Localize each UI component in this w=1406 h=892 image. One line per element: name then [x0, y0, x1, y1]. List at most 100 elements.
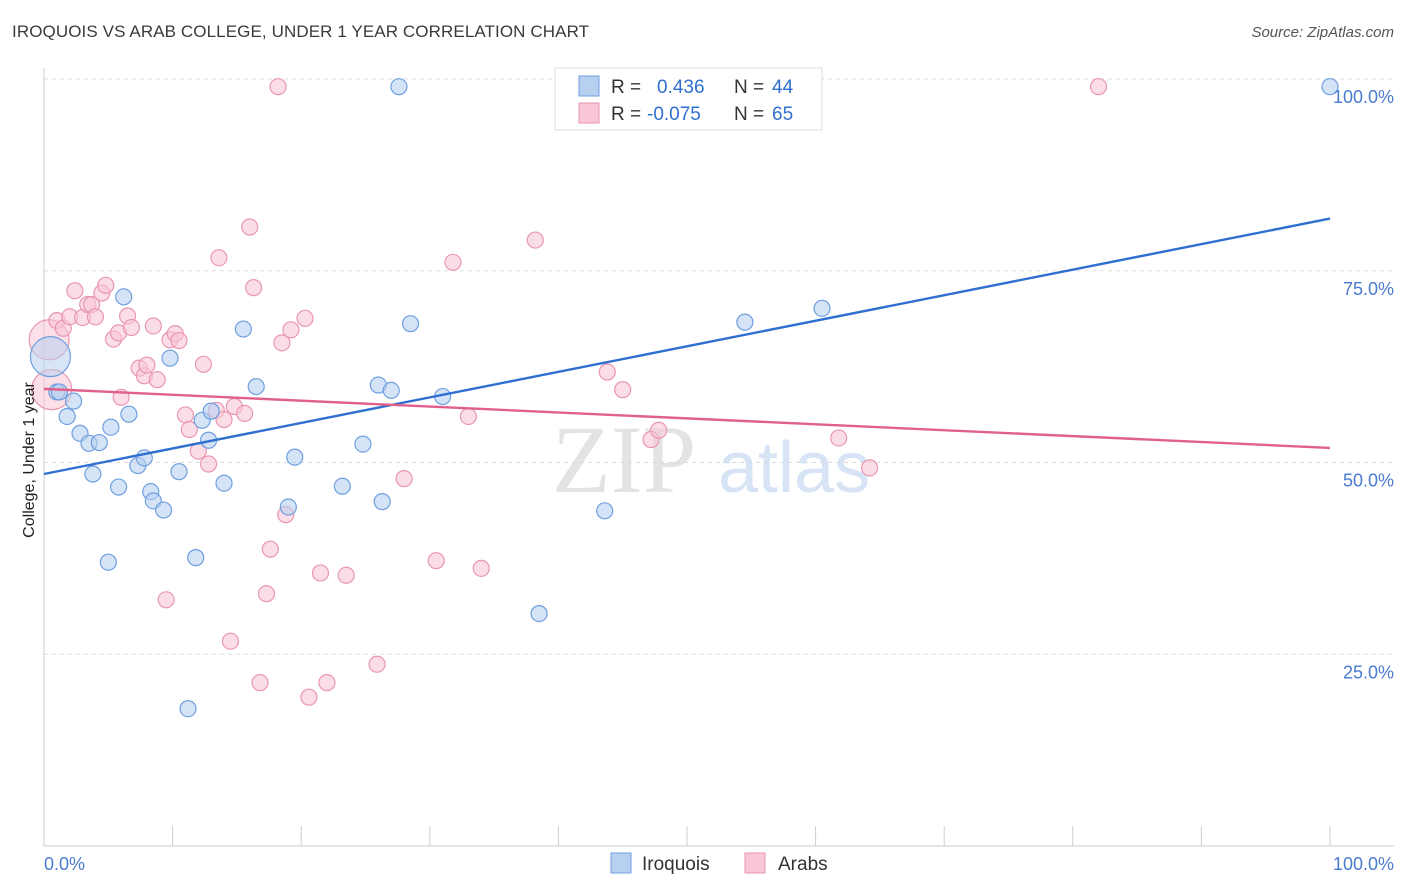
arabs-point-52 — [395, 470, 413, 488]
arabs-point-30 — [200, 455, 218, 473]
legend-n-value-arabs: 65 — [772, 104, 793, 125]
bottom-legend: Iroquois Arabs — [610, 852, 828, 875]
iroquois-point-8 — [102, 418, 120, 436]
arabs-point-48 — [311, 564, 330, 582]
arabs-point-64 — [1089, 78, 1108, 96]
arabs-point-22 — [157, 591, 175, 609]
source-note: Source: ZipAtlas.com — [1251, 24, 1394, 41]
iroquois-point-17 — [161, 349, 179, 367]
arabs-point-42 — [269, 78, 287, 96]
arabs-point-51 — [368, 655, 386, 673]
y-tick-label-2: 75.0% — [1343, 279, 1394, 299]
bottom-legend-label-iroquois: Iroquois — [642, 854, 710, 875]
iroquois-point-2 — [58, 407, 76, 426]
iroquois-point-7 — [90, 433, 108, 452]
watermark: ZIP atlas — [552, 406, 870, 513]
legend-swatch-iroquois — [578, 75, 600, 97]
arabs-point-41 — [261, 540, 279, 558]
iroquois-point-42 — [99, 553, 117, 571]
arabs-point-27 — [180, 420, 198, 439]
bottom-legend-swatch-arabs — [744, 852, 766, 874]
y-tick-label-0: 25.0% — [1343, 662, 1394, 682]
iroquois-point-38 — [736, 313, 754, 331]
arabs-point-55 — [459, 407, 477, 426]
arabs-point-37 — [241, 218, 259, 236]
arabs-point-26 — [176, 406, 195, 424]
arabs-point-56 — [472, 559, 490, 577]
arabs-point-19 — [138, 356, 156, 374]
arabs-series — [28, 78, 1108, 706]
arabs-point-43 — [273, 334, 291, 352]
axes — [43, 68, 1394, 847]
arabs-point-53 — [427, 552, 445, 570]
watermark-zip: ZIP — [552, 406, 696, 513]
chart-title: IROQUOIS VS ARAB COLLEGE, UNDER 1 YEAR C… — [12, 22, 590, 41]
legend-r-value-iroquois: 0.436 — [657, 77, 705, 98]
bottom-legend-swatch-iroquois — [610, 852, 632, 874]
iroquois-point-43 — [50, 383, 69, 401]
iroquois-point-27 — [286, 448, 304, 466]
legend-r-value-arabs: -0.075 — [647, 104, 701, 125]
x-tick-label-max: 100.0% — [1333, 854, 1394, 874]
iroquois-point-16 — [154, 501, 173, 519]
legend-n-label-arabs: N = — [734, 104, 764, 125]
iroquois-point-26 — [279, 498, 297, 516]
arabs-point-40 — [257, 585, 276, 603]
iroquois-point-0 — [29, 336, 72, 378]
iroquois-point-41 — [179, 700, 197, 718]
iroquois-point-18 — [170, 463, 188, 481]
iroquois-point-31 — [373, 493, 391, 511]
arabs-point-59 — [614, 381, 632, 399]
iroquois-point-3 — [64, 392, 83, 410]
iroquois-point-40 — [1321, 78, 1339, 96]
x-tick-label-min: 0.0% — [44, 854, 85, 874]
iroquois-point-36 — [530, 604, 548, 623]
iroquois-point-9 — [109, 478, 128, 496]
arabs-point-16 — [122, 318, 141, 337]
arabs-point-49 — [318, 674, 336, 692]
legend-swatch-arabs — [578, 102, 600, 124]
iroquois-point-19 — [187, 549, 205, 567]
arabs-point-36 — [236, 404, 254, 423]
iroquois-point-29 — [354, 435, 372, 453]
arabs-point-21 — [148, 371, 166, 389]
arabs-point-39 — [251, 674, 269, 692]
arabs-point-33 — [215, 410, 233, 429]
arabs-point-61 — [650, 421, 668, 439]
arabs-point-25 — [170, 331, 188, 350]
arabs-point-50 — [337, 566, 355, 584]
iroquois-point-39 — [813, 299, 831, 317]
watermark-atlas: atlas — [718, 428, 870, 508]
arabs-point-38 — [245, 279, 263, 297]
iroquois-point-25 — [247, 377, 265, 396]
iroquois-series — [29, 78, 1339, 718]
arabs-trend-line — [43, 387, 1331, 450]
iroquois-point-28 — [333, 477, 351, 495]
iroquois-point-24 — [234, 320, 252, 338]
iroquois-point-37 — [596, 502, 614, 520]
arabs-point-9 — [86, 308, 105, 326]
legend: R = 0.436 N = 44 R = -0.075 N = 65 — [554, 67, 823, 131]
arabs-point-45 — [282, 321, 300, 339]
iroquois-point-34 — [401, 315, 420, 333]
y-tick-labels: 25.0% 50.0% 75.0% 100.0% — [1333, 87, 1394, 682]
y-axis-label: College, Under 1 year — [21, 382, 38, 538]
iroquois-point-23 — [215, 474, 233, 492]
legend-n-value-iroquois: 44 — [772, 77, 794, 98]
arabs-point-5 — [66, 282, 84, 300]
arabs-point-58 — [598, 363, 616, 381]
iroquois-point-32 — [382, 381, 400, 400]
iroquois-point-6 — [84, 465, 102, 483]
arabs-point-47 — [300, 688, 318, 706]
x-tick-marks — [172, 826, 1331, 846]
arabs-point-54 — [444, 253, 462, 271]
y-tick-label-3: 100.0% — [1333, 87, 1394, 107]
iroquois-point-11 — [120, 405, 138, 423]
bottom-legend-label-arabs: Arabs — [778, 854, 828, 875]
arabs-point-63 — [861, 459, 879, 477]
arabs-point-34 — [221, 632, 240, 650]
legend-n-label-iroquois: N = — [734, 77, 764, 98]
legend-r-label-iroquois: R = — [611, 77, 641, 98]
arabs-point-57 — [526, 231, 544, 249]
